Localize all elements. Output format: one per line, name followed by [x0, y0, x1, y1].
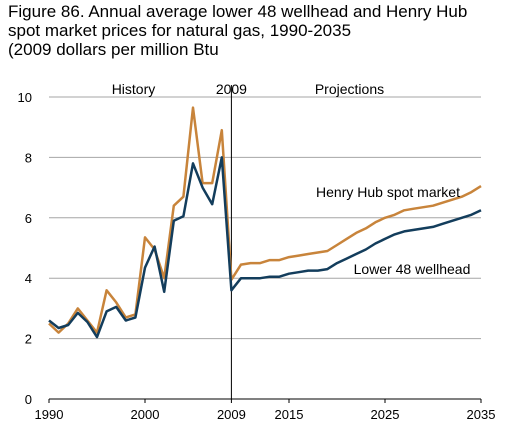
title-line-3: (2009 dollars per million Btu — [8, 40, 219, 59]
series-label-wellhead: Lower 48 wellhead — [354, 261, 471, 277]
x-tick-label: 2025 — [371, 407, 400, 422]
x-tick-label: 2035 — [467, 407, 496, 422]
y-tick-label: 6 — [25, 211, 32, 226]
series-lines — [48, 106, 482, 339]
x-tick-label: 2000 — [131, 407, 160, 422]
history-label: History — [112, 81, 156, 97]
chart-title: Figure 86. Annual average lower 48 wellh… — [8, 2, 503, 59]
y-tick-label: 8 — [25, 150, 32, 165]
y-tick-label: 2 — [25, 332, 32, 347]
x-tick-labels: 1990 2000 2009 2015 2025 2035 — [35, 399, 496, 422]
title-line-1: Figure 86. Annual average lower 48 wellh… — [8, 2, 468, 21]
x-tick-label: 2009 — [217, 407, 246, 422]
y-tick-label: 4 — [25, 271, 32, 286]
title-line-2: spot market prices for natural gas, 1990… — [8, 21, 352, 40]
henry-hub-series-line — [48, 106, 482, 334]
y-tick-labels: 0 2 4 6 8 10 — [18, 90, 32, 407]
divider-year-label: 2009 — [216, 81, 247, 97]
gridlines — [49, 96, 481, 340]
lower-48-wellhead-series-line — [48, 156, 482, 339]
x-tick-label: 1990 — [35, 407, 64, 422]
series-label-henry-hub: Henry Hub spot market — [316, 184, 460, 200]
y-tick-label: 0 — [25, 392, 32, 407]
x-tick-label: 2015 — [275, 407, 304, 422]
y-tick-label: 10 — [18, 90, 32, 105]
projections-label: Projections — [315, 81, 384, 97]
